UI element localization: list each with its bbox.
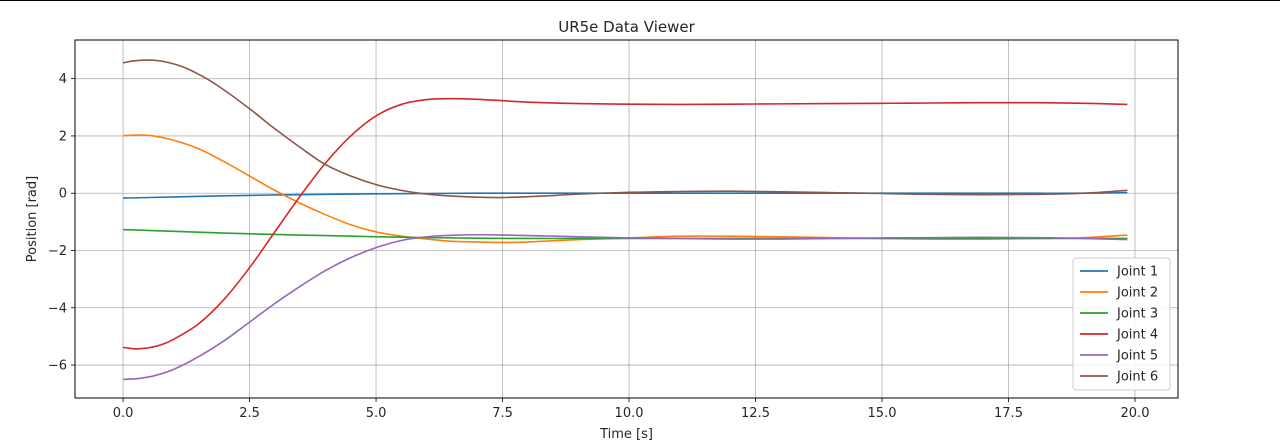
series-line-joint-6 <box>122 59 1128 199</box>
y-tick-label: −4 <box>48 301 67 316</box>
series-line-joint-5 <box>123 233 1128 381</box>
x-axis-label: Time [s] <box>599 427 653 442</box>
x-tick-label: 20.0 <box>1121 406 1150 421</box>
x-tick-label: 2.5 <box>239 406 260 421</box>
legend: Joint 1 Joint 2 Joint 3 Joint 4 Joint 5 Joint… <box>1072 257 1171 391</box>
legend-label: Joint 2 <box>1116 286 1158 301</box>
legend-label: Joint 4 <box>1116 328 1158 343</box>
chart-title: UR5e Data Viewer <box>558 18 695 36</box>
legend-label: Joint 3 <box>1116 307 1158 322</box>
legend-label: Joint 1 <box>1116 265 1158 280</box>
y-axis-ticks: −6 −4 −2 0 2 4 <box>48 72 75 374</box>
x-tick-label: 5.0 <box>366 406 387 421</box>
x-axis-ticks: 0.0 2.5 5.0 7.5 10.0 12.5 15.0 17.5 20.0 <box>113 398 1150 421</box>
y-tick-label: 2 <box>59 129 67 144</box>
y-tick-label: −2 <box>48 244 67 259</box>
series-lines <box>122 59 1128 381</box>
y-axis-label: Position [rad] <box>25 176 40 262</box>
y-tick-label: 0 <box>59 187 67 202</box>
top-border <box>0 0 1280 1</box>
x-tick-label: 0.0 <box>113 406 134 421</box>
x-tick-label: 10.0 <box>615 406 644 421</box>
y-tick-label: 4 <box>59 72 67 87</box>
legend-label: Joint 5 <box>1116 349 1158 364</box>
y-tick-label: −6 <box>48 359 67 374</box>
x-tick-label: 15.0 <box>868 406 897 421</box>
legend-label: Joint 6 <box>1116 370 1158 385</box>
x-tick-label: 17.5 <box>994 406 1023 421</box>
series-line-joint-4 <box>122 97 1128 350</box>
x-tick-label: 12.5 <box>741 406 770 421</box>
legend-box <box>1072 257 1171 391</box>
grid <box>75 40 1178 398</box>
plot-frame <box>74 39 1179 399</box>
x-tick-label: 7.5 <box>492 406 513 421</box>
series-line-joint-1 <box>123 191 1128 199</box>
